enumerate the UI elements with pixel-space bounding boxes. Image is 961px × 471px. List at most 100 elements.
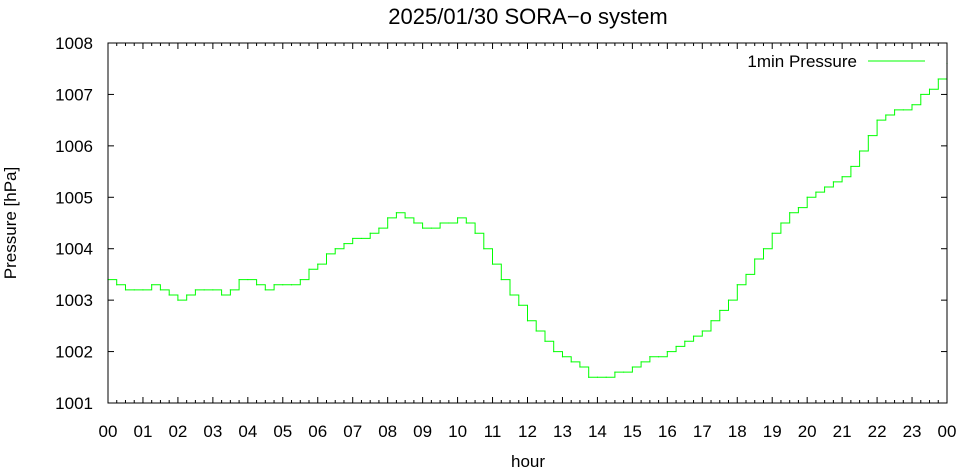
- x-tick-label: 20: [798, 422, 817, 441]
- data-point: [159, 289, 162, 291]
- data-point: [491, 263, 494, 265]
- data-point: [937, 78, 939, 80]
- legend: 1min Pressure: [747, 52, 925, 71]
- data-point: [754, 258, 756, 260]
- data-point: [876, 119, 878, 121]
- data-point: [824, 186, 826, 188]
- data-point: [561, 356, 564, 358]
- x-tick-label: 15: [623, 422, 642, 441]
- data-point: [448, 222, 450, 224]
- data-point: [369, 232, 371, 234]
- series-line: [108, 63, 948, 378]
- axis-ticks: [107, 42, 948, 404]
- data-point: [456, 217, 459, 219]
- x-tick-label: 05: [273, 422, 292, 441]
- series-layer: [107, 62, 948, 378]
- data-point: [500, 278, 502, 281]
- tick-labels: 00 01 02 03 04 05 06 07 08 09 10 11 12 13 14 15 16 17 18 19…: [55, 34, 956, 441]
- x-tick-label: 00: [938, 422, 957, 441]
- data-point: [710, 320, 712, 322]
- y-tick-label: 1003: [55, 291, 93, 310]
- data-point: [483, 248, 485, 250]
- x-tick-label: 12: [518, 422, 537, 441]
- data-point: [334, 248, 336, 250]
- data-point: [343, 242, 345, 245]
- data-point: [631, 366, 633, 368]
- data-point: [789, 212, 791, 214]
- plot-frame: [107, 42, 948, 404]
- x-tick-label: 09: [413, 422, 432, 441]
- x-axis-label: hour: [511, 452, 545, 471]
- y-tick-label: 1005: [55, 188, 93, 207]
- data-point: [221, 294, 223, 296]
- data-point: [430, 227, 432, 229]
- data-point: [212, 289, 214, 291]
- data-point: [387, 217, 389, 219]
- data-point: [614, 371, 616, 373]
- x-tick-label: 10: [448, 422, 467, 441]
- data-point: [177, 299, 179, 301]
- x-tick-label: 08: [378, 422, 397, 441]
- data-point: [194, 289, 196, 291]
- y-tick-label: 1002: [55, 343, 93, 362]
- data-point: [885, 114, 887, 116]
- data-point: [509, 294, 511, 296]
- data-point: [535, 330, 537, 332]
- x-tick-label: 06: [308, 422, 327, 441]
- data-point: [867, 134, 869, 137]
- x-tick-label: 07: [343, 422, 362, 441]
- data-point: [920, 93, 922, 96]
- data-point: [142, 289, 144, 291]
- data-point: [640, 361, 642, 363]
- data-point: [579, 366, 581, 368]
- x-tick-label: 17: [693, 422, 712, 441]
- data-point: [666, 350, 668, 353]
- y-tick-label: 1008: [55, 34, 93, 53]
- legend-label: 1min Pressure: [747, 52, 857, 71]
- data-point: [588, 376, 590, 378]
- data-point: [203, 289, 205, 291]
- data-point: [850, 165, 852, 168]
- data-point: [238, 278, 240, 281]
- data-point: [395, 212, 398, 214]
- data-point: [229, 289, 231, 291]
- data-point: [780, 222, 782, 224]
- x-tick-label: 02: [168, 422, 187, 441]
- data-point: [308, 268, 310, 270]
- data-point: [902, 109, 904, 111]
- data-point: [727, 299, 730, 301]
- data-point: [701, 330, 703, 332]
- data-point: [719, 309, 721, 312]
- data-point: [771, 232, 773, 234]
- data-point: [247, 278, 249, 281]
- data-point: [841, 176, 843, 178]
- data-point: [378, 227, 380, 229]
- data-point: [623, 371, 625, 373]
- data-point: [526, 320, 529, 322]
- x-tick-label: 22: [868, 422, 887, 441]
- data-point: [692, 335, 695, 337]
- y-tick-label: 1004: [55, 240, 93, 259]
- data-point: [299, 278, 301, 281]
- data-point: [815, 191, 817, 193]
- chart-title: 2025/01/30 SORA−o system: [388, 4, 667, 29]
- x-tick-label: 23: [903, 422, 922, 441]
- data-point: [124, 289, 127, 291]
- data-point: [553, 350, 555, 353]
- x-tick-label: 04: [238, 422, 257, 441]
- y-tick-label: 1006: [55, 137, 93, 156]
- data-point: [360, 237, 363, 240]
- x-tick-label: 19: [763, 422, 782, 441]
- data-point: [290, 284, 293, 286]
- data-point: [273, 284, 275, 286]
- y-tick-label: 1001: [55, 394, 93, 413]
- data-point: [745, 273, 747, 276]
- data-point: [657, 356, 660, 358]
- y-axis-label: Pressure [hPa]: [1, 167, 20, 279]
- data-point: [116, 284, 118, 286]
- data-point: [675, 345, 677, 348]
- data-point: [762, 248, 765, 250]
- x-tick-label: 18: [728, 422, 747, 441]
- data-point: [168, 294, 170, 296]
